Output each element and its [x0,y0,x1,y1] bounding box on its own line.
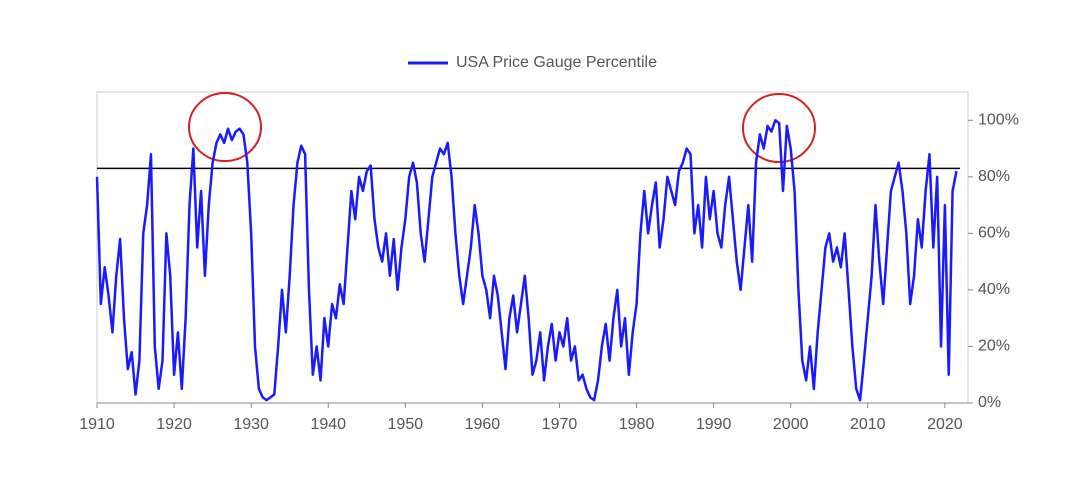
x-tick-label: 1910 [79,416,115,433]
x-tick-label: 2010 [850,416,886,433]
y-tick-label: 80% [978,168,1010,185]
y-tick-label: 0% [978,394,1001,411]
y-tick-label: 40% [978,281,1010,298]
highlight-circle [742,93,816,163]
x-tick-label: 1970 [542,416,578,433]
y-tick-label: 20% [978,338,1010,355]
y-tick-label: 100% [978,111,1019,128]
series-line [95,119,958,402]
x-tick-label: 1960 [465,416,501,433]
x-tick-label: 1920 [156,416,192,433]
x-tick-label: 2020 [927,416,963,433]
x-tick-label: 1940 [310,416,346,433]
x-tick-label: 1950 [388,416,424,433]
highlight-circle [188,92,262,162]
y-tick-label: 60% [978,225,1010,242]
x-tick-label: 1930 [233,416,269,433]
legend-label: USA Price Gauge Percentile [456,54,657,71]
x-tick-label: 2000 [773,416,809,433]
x-tick-label: 1980 [619,416,655,433]
x-tick-label: 1990 [696,416,732,433]
